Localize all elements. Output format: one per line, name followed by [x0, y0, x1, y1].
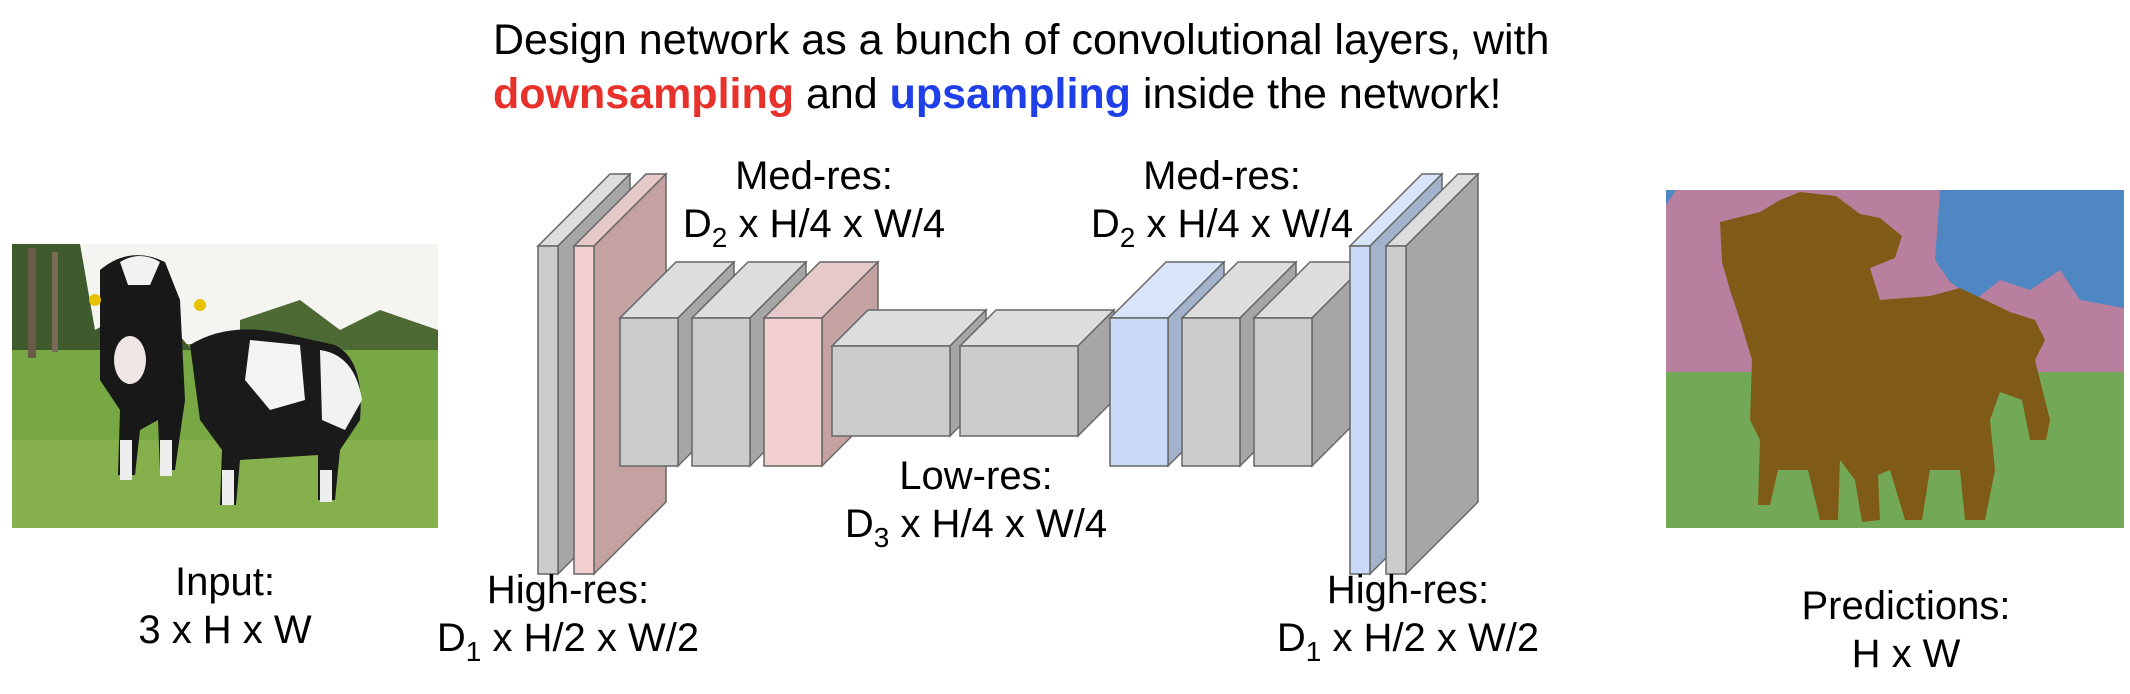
lowres-title: Low-res: — [899, 454, 1053, 498]
highres-left-label: High-res: D1 x H/2 x W/2 — [418, 566, 718, 667]
lowres-label: Low-res: D3 x H/4 x W/4 — [826, 452, 1126, 553]
highres-left-dims: D1 x H/2 x W/2 — [436, 616, 700, 667]
medres-left-title: Med-res: — [735, 154, 893, 198]
predictions-dims: H x W — [1851, 632, 1961, 676]
decoder-medres-layers — [1108, 260, 1370, 468]
medres-right-dims: D2 x H/4 x W/4 — [1090, 202, 1354, 253]
highres-right-title: High-res: — [1326, 568, 1490, 612]
medres-left-dims: D2 x H/4 x W/4 — [682, 202, 946, 253]
decoder-highres-layers — [1348, 172, 1480, 576]
predictions-title: Predictions: — [1801, 584, 2011, 628]
input-photo — [12, 244, 438, 528]
downsampling-word: downsampling — [493, 70, 794, 118]
title-tail: inside the network! — [1130, 70, 1502, 118]
medres-right-title: Med-res: — [1143, 154, 1301, 198]
medres-left-label: Med-res: D2 x H/4 x W/4 — [664, 152, 964, 253]
highres-left-title: High-res: — [486, 568, 650, 612]
and-word: and — [794, 70, 890, 118]
title-line-2: downsampling and upsampling inside the n… — [493, 66, 1501, 122]
layer-box-gray-8 — [1384, 172, 1480, 576]
layer-box-gray-5 — [958, 308, 1116, 438]
input-dims: 3 x H x W — [138, 608, 312, 652]
bottleneck-lowres-layers — [830, 308, 1116, 438]
layer-box-gray-7 — [1252, 260, 1370, 468]
medres-right-label: Med-res: D2 x H/4 x W/4 — [1072, 152, 1372, 253]
lowres-dims: D3 x H/4 x W/4 — [844, 502, 1108, 553]
input-label: Input: 3 x H x W — [90, 558, 360, 654]
input-title: Input: — [174, 560, 276, 604]
highres-right-label: High-res: D1 x H/2 x W/2 — [1258, 566, 1558, 667]
upsampling-word: upsampling — [889, 70, 1131, 118]
predictions-segmentation-map — [1666, 190, 2124, 528]
predictions-label: Predictions: H x W — [1766, 582, 2046, 678]
highres-right-dims: D1 x H/2 x W/2 — [1276, 616, 1540, 667]
title-line-1: Design network as a bunch of convolution… — [493, 16, 1550, 64]
